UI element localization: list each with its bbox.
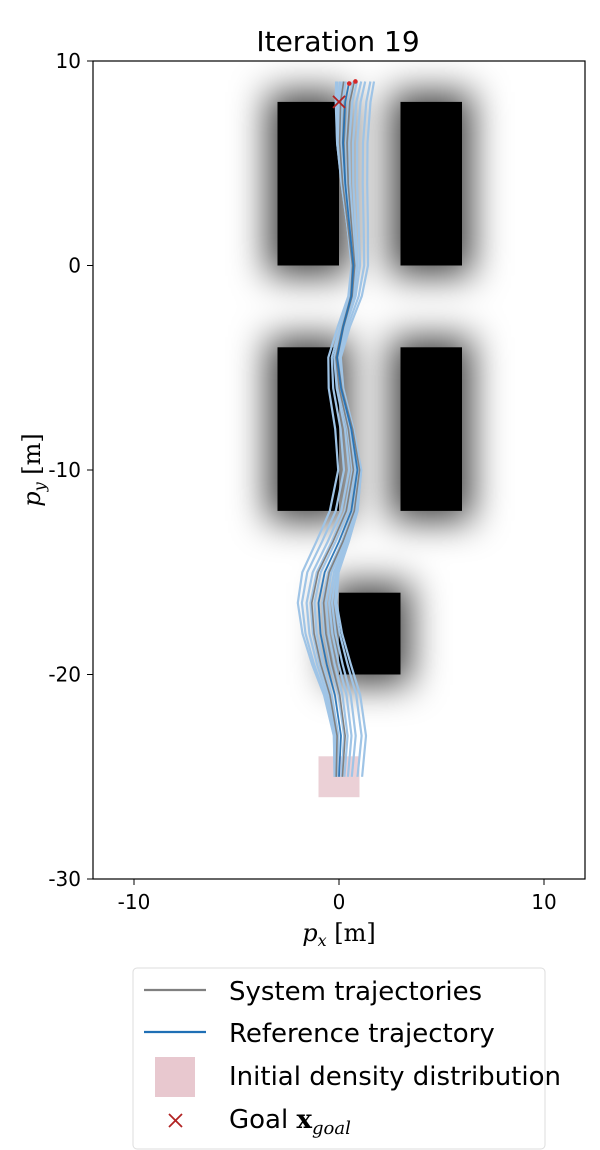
x-tick-label: -10 <box>118 890 151 914</box>
legend-goal-label: Goal xgoal <box>229 1105 351 1139</box>
legend-goal-swatch <box>168 1113 183 1128</box>
legend-reference-label: Reference trajectory <box>229 1019 495 1049</box>
obstacle-2 <box>400 101 462 266</box>
legend-density-swatch <box>155 1057 195 1097</box>
system-trajectory-1 <box>310 81 355 777</box>
obstacle-1 <box>277 101 339 266</box>
system-trajectory-layer <box>310 81 361 777</box>
y-ticks: 10 0 -10 -20 -30 <box>48 49 93 891</box>
y-tick-label: 0 <box>68 254 81 278</box>
plot-area <box>93 61 585 879</box>
trajectory-endpoint-1 <box>346 81 352 86</box>
obstacle-3 <box>277 347 339 511</box>
legend-frame <box>132 967 546 1150</box>
reference-trajectory <box>317 81 359 777</box>
y-tick-label: -10 <box>48 458 81 482</box>
x-axis-label: px [m] <box>302 919 376 950</box>
legend-density-label: Initial density distribution <box>229 1062 561 1092</box>
goal-marker <box>332 95 346 109</box>
system-trajectory-2 <box>322 81 361 777</box>
y-tick-label: -30 <box>48 867 81 891</box>
y-axis-label: py [m] <box>18 433 49 507</box>
marker-layer <box>332 79 358 109</box>
obstacle-5 <box>339 592 401 675</box>
legend: System trajectories Reference trajectory… <box>132 967 561 1150</box>
reference-trajectory-layer <box>317 81 359 777</box>
y-tick-label: 10 <box>56 49 81 73</box>
chart-title: Iteration 19 <box>256 25 419 58</box>
x-tick-label: 0 <box>333 890 346 914</box>
trajectory-endpoint-2 <box>353 79 358 84</box>
x-tick-label: 10 <box>531 890 556 914</box>
x-ticks: -10 0 10 <box>118 879 557 914</box>
obstacle-4 <box>400 347 462 511</box>
y-tick-label: -20 <box>48 663 81 687</box>
legend-system-label: System trajectories <box>229 977 482 1007</box>
